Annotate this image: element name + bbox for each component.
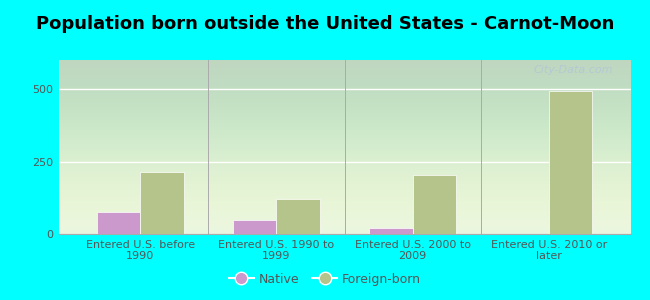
- Bar: [549, 91, 592, 234]
- Bar: [97, 212, 140, 234]
- Bar: [140, 172, 184, 234]
- Bar: [413, 175, 456, 234]
- Bar: [369, 228, 413, 234]
- Text: Population born outside the United States - Carnot-Moon: Population born outside the United State…: [36, 15, 614, 33]
- Text: City-Data.com: City-Data.com: [534, 65, 614, 75]
- Legend: Native, Foreign-born: Native, Foreign-born: [224, 268, 426, 291]
- Bar: [276, 199, 320, 234]
- Bar: [233, 220, 276, 234]
